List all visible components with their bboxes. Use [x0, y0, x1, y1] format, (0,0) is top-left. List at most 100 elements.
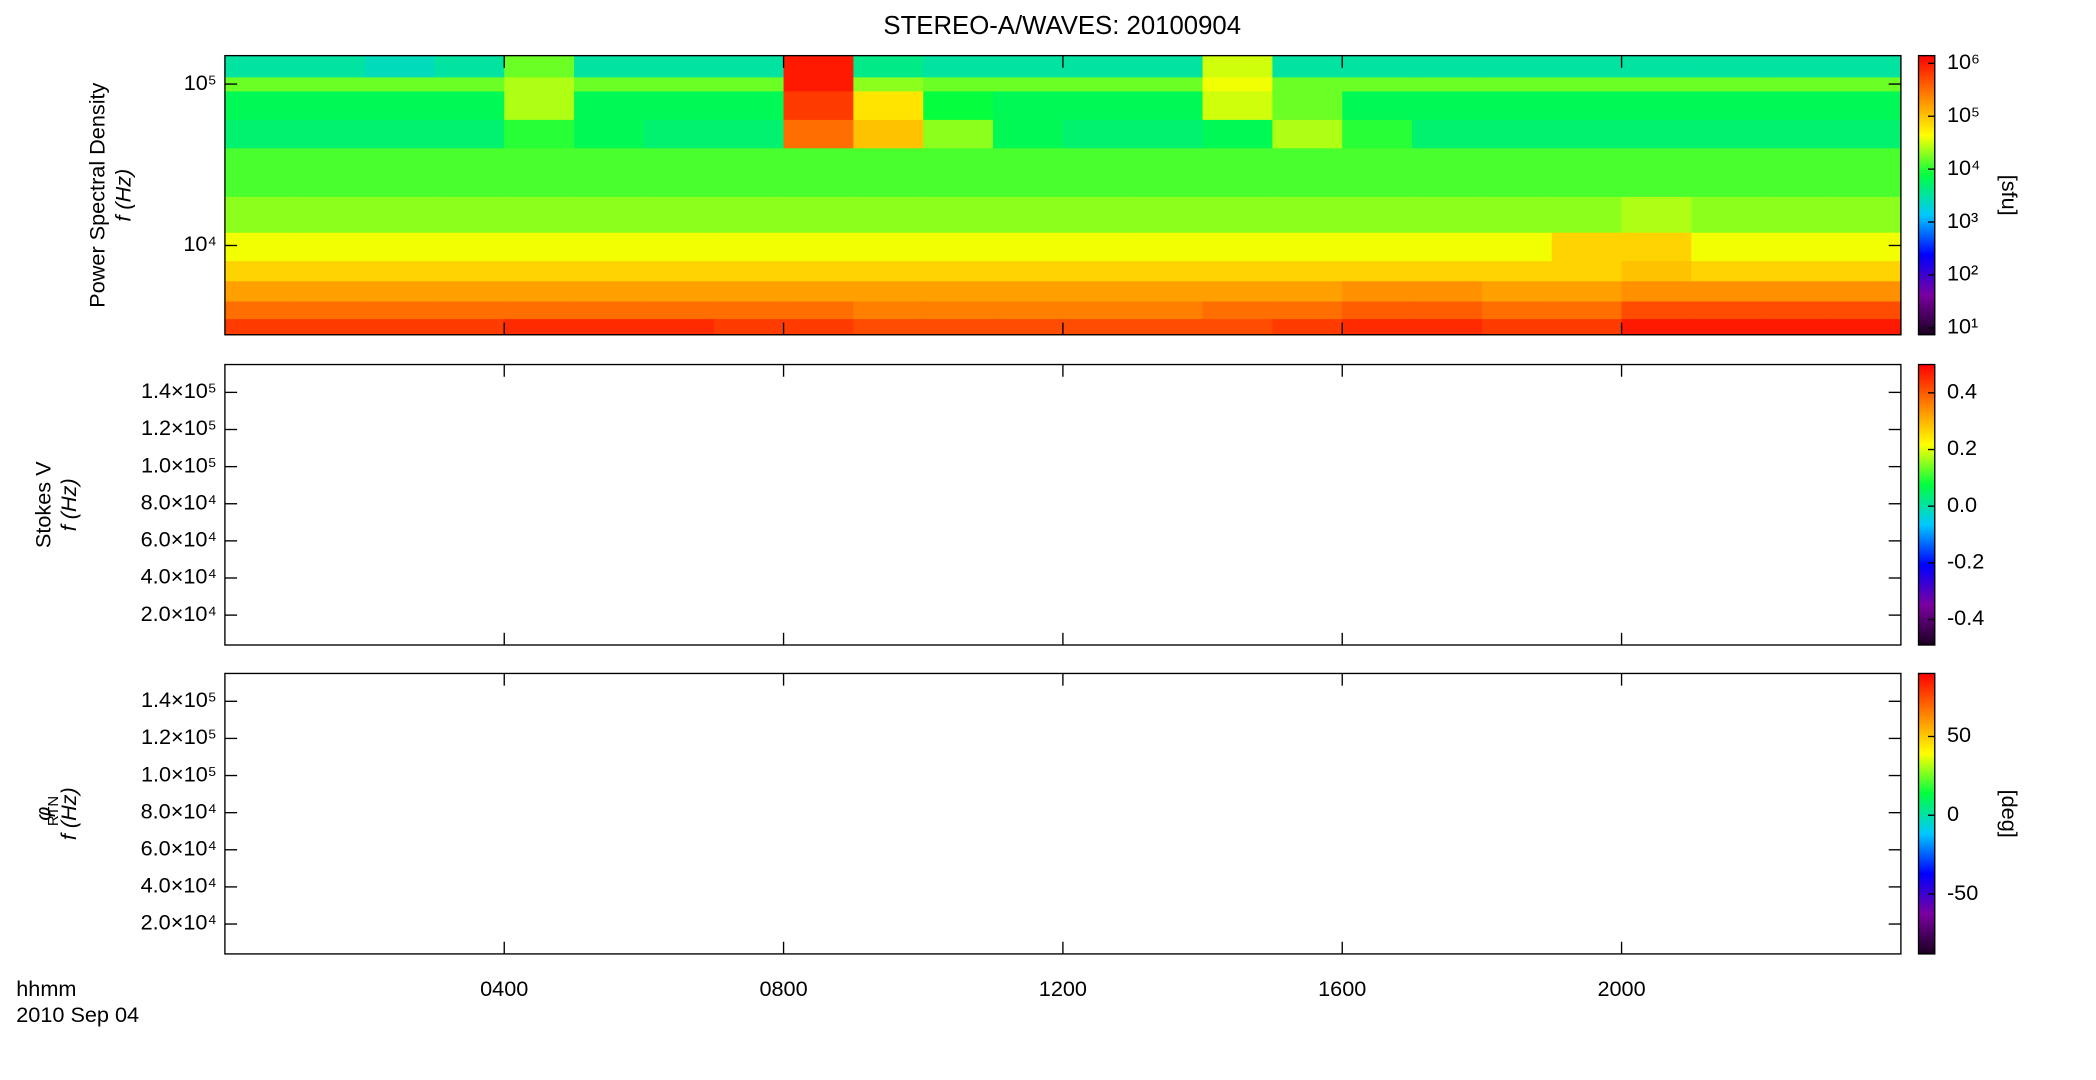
heatmap-cell [1342, 281, 1413, 303]
heatmap-cell [923, 281, 994, 303]
heatmap-cell [993, 232, 1064, 262]
heatmap-cell [853, 77, 924, 93]
heatmap-cell [1481, 196, 1553, 234]
heatmap-cell [713, 55, 785, 79]
heatmap-cell [224, 232, 296, 262]
colorbar-tick-label: 10³ [1947, 208, 1978, 233]
y-tick-label: 6.0×10⁴ [141, 836, 217, 861]
heatmap-cell [1761, 232, 1832, 262]
heatmap-cell [1621, 261, 1693, 282]
colorbar-label: [deg] [1997, 790, 2022, 838]
heatmap-cell [1202, 196, 1274, 234]
heatmap-cell [1621, 55, 1693, 79]
heatmap-cell [1202, 91, 1274, 121]
heatmap-cell [1132, 319, 1204, 336]
heatmap-cell [1342, 196, 1413, 234]
heatmap-cell [783, 319, 855, 336]
colorbar [1917, 363, 1936, 646]
heatmap-cell [853, 148, 924, 198]
heatmap-cell [1481, 148, 1553, 198]
y-tick-label: 1.4×10⁵ [141, 687, 217, 712]
heatmap-cell [504, 319, 575, 336]
heatmap-cell [1062, 281, 1134, 303]
heatmap-cell [1132, 119, 1204, 149]
heatmap-cell [1831, 196, 1902, 234]
heatmap-cell [643, 148, 715, 198]
heatmap-cell [783, 148, 855, 198]
heatmap-cell [783, 232, 855, 262]
heatmap-cell [1132, 232, 1204, 262]
y-axis-label: f (Hz) [56, 787, 81, 840]
y-axis-label: f (Hz) [56, 478, 81, 531]
heatmap-cell [224, 281, 296, 303]
heatmap-cell [1342, 319, 1413, 336]
heatmap-cell [783, 301, 855, 320]
heatmap-cell [574, 55, 645, 79]
heatmap-cell [434, 55, 505, 79]
heatmap-cell [574, 301, 645, 320]
heatmap-cell [294, 77, 366, 93]
heatmap-cell [643, 196, 715, 234]
heatmap-cell [853, 55, 924, 79]
heatmap-cell [1691, 77, 1762, 93]
heatmap-cell [224, 119, 296, 149]
heatmap-cell [364, 232, 436, 262]
heatmap-cell [1761, 196, 1832, 234]
heatmap-cell [1621, 301, 1693, 320]
heatmap-cell [1132, 196, 1204, 234]
heatmap-cell [1831, 261, 1902, 282]
heatmap-cell [713, 281, 785, 303]
heatmap-cell [434, 77, 505, 93]
colorbar-tick-label: -0.2 [1947, 549, 1984, 574]
colorbar-tick-label: 10⁴ [1947, 155, 1980, 180]
y-tick-label: 1.2×10⁵ [141, 724, 217, 749]
heatmap-cell [364, 301, 436, 320]
heatmap-cell [1342, 261, 1413, 282]
heatmap-cell [1551, 301, 1623, 320]
heatmap-cell [1202, 319, 1274, 336]
heatmap-cell [643, 301, 715, 320]
heatmap-cell [504, 119, 575, 149]
heatmap-cell [364, 261, 436, 282]
heatmap-cell [783, 55, 855, 79]
heatmap-cell [364, 148, 436, 198]
heatmap-cell [713, 91, 785, 121]
colorbar-tick-label: 10⁶ [1947, 49, 1980, 74]
heatmap-cell [1132, 261, 1204, 282]
heatmap-cell [713, 77, 785, 93]
heatmap-cell [1342, 232, 1413, 262]
heatmap-cell [224, 196, 296, 234]
heatmap-cell [1761, 148, 1832, 198]
heatmap-cell [1202, 77, 1274, 93]
heatmap-cell [1621, 148, 1693, 198]
heatmap-cell [1761, 55, 1832, 79]
heatmap-cell [643, 281, 715, 303]
heatmap-cell [783, 91, 855, 121]
heatmap-cell [1481, 91, 1553, 121]
heatmap-cell [1342, 55, 1413, 79]
heatmap-cell [1062, 232, 1134, 262]
heatmap-cell [224, 148, 296, 198]
heatmap-cell [504, 148, 575, 198]
heatmap-cell [224, 319, 296, 336]
heatmap-cell [434, 119, 505, 149]
colorbar-tick-label: -50 [1947, 880, 1978, 905]
heatmap-cell [923, 301, 994, 320]
colorbar-tick-label: 0.0 [1947, 492, 1977, 517]
heatmap-cell [1551, 261, 1623, 282]
heatmap-cell [294, 281, 366, 303]
heatmap-cell [1412, 319, 1483, 336]
colorbar-tick-label: 50 [1947, 722, 1971, 747]
x-tick-label: 1200 [1039, 976, 1087, 1001]
heatmap-cell [1062, 55, 1134, 79]
heatmap-cell [1062, 77, 1134, 93]
heatmap-cell [713, 148, 785, 198]
heatmap-cell [294, 301, 366, 320]
heatmap-cell [1621, 77, 1693, 93]
y-axis-label-subscript: RTN [46, 796, 62, 826]
heatmap-cell [504, 232, 575, 262]
heatmap-cell [1412, 91, 1483, 121]
heatmap-cell [504, 77, 575, 93]
heatmap-cell [1691, 232, 1762, 262]
heatmap-cell [1412, 232, 1483, 262]
